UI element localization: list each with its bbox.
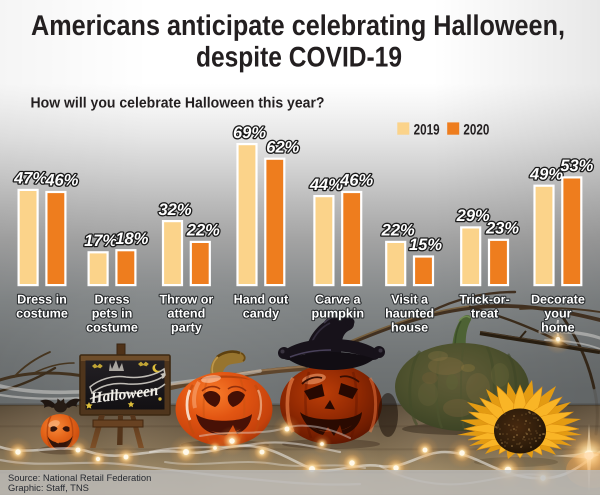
svg-text:2020: 2020 [463,122,489,139]
svg-text:costume: costume [86,321,138,335]
svg-text:18%: 18% [115,230,148,248]
svg-text:62%: 62% [266,138,299,156]
svg-text:despite COVID-19: despite COVID-19 [196,41,402,73]
svg-text:32%: 32% [158,201,191,219]
svg-text:46%: 46% [339,172,373,190]
svg-text:46%: 46% [44,172,78,190]
svg-text:Carve a: Carve a [315,293,362,307]
svg-text:Decorate: Decorate [531,293,585,307]
svg-text:house: house [391,321,428,335]
svg-text:29%: 29% [456,207,490,225]
svg-text:23%: 23% [485,220,519,238]
svg-text:haunted: haunted [385,307,434,321]
svg-text:Trick-or-: Trick-or- [459,293,509,307]
svg-text:candy: candy [243,307,279,321]
svg-text:15%: 15% [409,236,442,254]
svg-text:attend: attend [168,307,206,321]
svg-text:49%: 49% [529,165,563,183]
svg-text:party: party [171,321,202,335]
svg-text:your: your [544,307,571,321]
svg-text:Visit a: Visit a [391,293,429,307]
svg-text:Dress: Dress [94,293,129,307]
svg-text:Hand out: Hand out [234,293,289,307]
svg-text:44%: 44% [309,176,343,194]
svg-text:53%: 53% [560,157,593,175]
svg-text:Americans anticipate celebrati: Americans anticipate celebrating Hallowe… [31,10,565,42]
svg-text:pumpkin: pumpkin [312,307,364,321]
svg-text:69%: 69% [233,124,266,142]
svg-text:Throw or: Throw or [159,293,213,307]
svg-text:2019: 2019 [414,122,440,139]
svg-text:22%: 22% [381,222,415,240]
svg-text:costume: costume [16,307,68,321]
svg-text:How will you celebrate Hallowe: How will you celebrate Halloween this ye… [31,95,325,111]
svg-text:22%: 22% [186,222,220,240]
svg-text:47%: 47% [13,170,47,188]
svg-text:pets in: pets in [92,307,133,321]
svg-text:home: home [541,321,575,335]
svg-text:Dress in: Dress in [17,293,67,307]
svg-text:treat: treat [471,307,499,321]
svg-text:17%: 17% [84,232,117,250]
